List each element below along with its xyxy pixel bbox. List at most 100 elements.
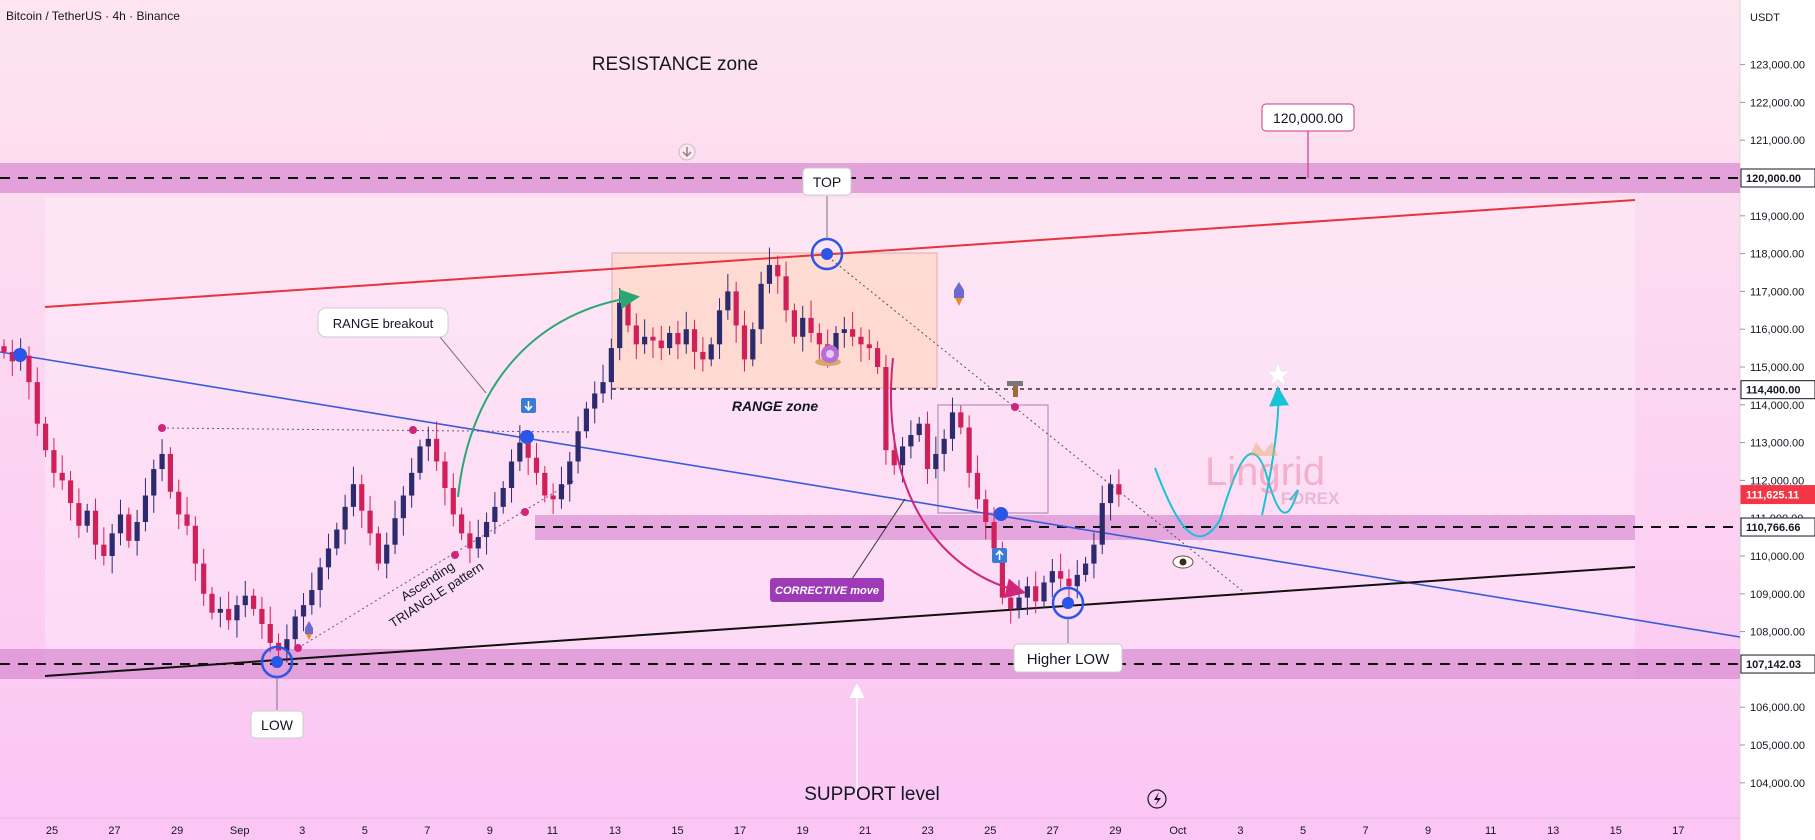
candle-body <box>483 521 490 538</box>
candle-body <box>109 533 115 556</box>
candle-body <box>317 567 323 591</box>
candle-body <box>1074 574 1080 587</box>
candle-body <box>167 453 173 492</box>
range-zone-label: RANGE zone <box>732 398 819 414</box>
candle-body <box>633 325 639 345</box>
candle-body <box>517 442 523 462</box>
projection-path <box>1154 390 1299 538</box>
candle-body <box>217 608 223 613</box>
candle-body <box>883 367 889 451</box>
candle-body <box>725 291 731 311</box>
candle-body <box>783 276 789 311</box>
candle-body <box>766 264 773 284</box>
currency-label[interactable]: USDT <box>1750 12 1780 24</box>
svg-text:TOP: TOP <box>813 174 842 190</box>
candle-body <box>1058 571 1064 579</box>
range-point <box>1011 403 1019 411</box>
candle-body <box>1008 597 1014 609</box>
resistance-trendline <box>44 199 1636 308</box>
time-tick-label: 11 <box>1485 825 1496 837</box>
candle-body <box>209 593 215 613</box>
eye-icon <box>1172 555 1194 569</box>
candle-body <box>267 624 273 643</box>
symbol-title[interactable]: Bitcoin / TetherUS · 4h · Binance <box>6 9 180 23</box>
candle-body <box>1099 503 1105 545</box>
candle-body <box>908 435 914 447</box>
candle-body <box>891 450 897 466</box>
top-label: TOP <box>802 167 852 196</box>
candle-body <box>1116 484 1122 495</box>
rocket-icon-small <box>305 621 313 640</box>
candle-body <box>575 431 581 462</box>
candle-body <box>775 264 781 277</box>
candle-body <box>409 472 415 496</box>
higher-low-label: Higher LOW <box>1013 643 1123 673</box>
trendline-touch-3 <box>994 507 1008 521</box>
svg-text:CORRECTIVE move: CORRECTIVE move <box>775 585 879 597</box>
candle-body <box>800 317 806 337</box>
price-tag-box <box>1740 517 1815 537</box>
price-axis-background[interactable] <box>1740 0 1815 840</box>
price-tick-label: 105,000.00 <box>1750 740 1805 752</box>
candle-body <box>991 521 997 549</box>
price-tick-label: 109,000.00 <box>1750 589 1805 601</box>
time-tick-label: 27 <box>1047 825 1059 837</box>
time-tick-label: 23 <box>922 825 934 837</box>
candle-body <box>542 472 548 496</box>
candle-body <box>750 329 756 360</box>
candle-body <box>442 461 448 488</box>
time-tick-label: 29 <box>171 825 183 837</box>
time-tick-label: Sep <box>230 825 250 837</box>
candle-body <box>51 450 57 473</box>
price-tick-label: 115,000.00 <box>1750 362 1804 374</box>
candle-body <box>284 639 290 651</box>
down-arrow-circle-icon <box>678 143 696 161</box>
candle-body <box>375 533 381 564</box>
candle-body <box>101 544 107 556</box>
rocket-icon <box>954 282 964 306</box>
svg-text:RANGE breakout: RANGE breakout <box>333 316 434 331</box>
candle-body <box>667 332 673 349</box>
candle-body <box>999 548 1005 598</box>
candle-body <box>1107 484 1114 504</box>
candle-body <box>550 495 556 500</box>
price-tag-value: 111,625.11 <box>1746 490 1799 502</box>
candle-body <box>84 510 90 526</box>
candle-body <box>525 442 531 458</box>
time-tick-label: 25 <box>984 825 996 837</box>
candle-body <box>434 438 440 462</box>
candle-body <box>941 438 947 454</box>
candle-body <box>833 332 839 356</box>
candle-body <box>600 382 606 394</box>
price-tick-label: 122,000.00 <box>1750 97 1805 109</box>
candle-body <box>400 495 406 519</box>
lingrid-watermark: Lingrid FOREX <box>1205 442 1340 508</box>
time-tick-label: 3 <box>299 825 305 837</box>
candle-body <box>92 510 99 545</box>
candle-body <box>242 595 248 606</box>
candle-body <box>899 446 906 466</box>
time-tick-label: 11 <box>547 825 558 837</box>
trendline-touch-2 <box>520 430 534 444</box>
target-callout: 120,000.00 <box>1261 103 1355 132</box>
candle-body <box>958 412 964 428</box>
range-breakout-stem <box>439 336 487 394</box>
time-axis-background[interactable] <box>0 818 1740 840</box>
candle-body <box>700 351 706 360</box>
candle-body <box>733 291 739 326</box>
price-tick-label: 118,000.00 <box>1750 249 1804 261</box>
candle-body <box>866 344 872 349</box>
time-tick-label: Oct <box>1169 825 1186 837</box>
candle-body <box>858 336 864 345</box>
lightning-icon[interactable] <box>1147 789 1167 809</box>
breakout-arrow <box>457 289 640 498</box>
svg-text:LOW: LOW <box>261 717 294 733</box>
candle-body <box>1091 544 1097 564</box>
price-axis-ticks: 123,000.00 122,000.00 121,000.00 119,000.00… <box>1740 60 1805 790</box>
candle-body <box>67 480 74 504</box>
resistance-zone-title: RESISTANCE zone <box>592 54 758 75</box>
candle-body <box>1083 563 1089 575</box>
candle-body <box>259 608 265 625</box>
price-tag-box <box>1740 485 1815 505</box>
